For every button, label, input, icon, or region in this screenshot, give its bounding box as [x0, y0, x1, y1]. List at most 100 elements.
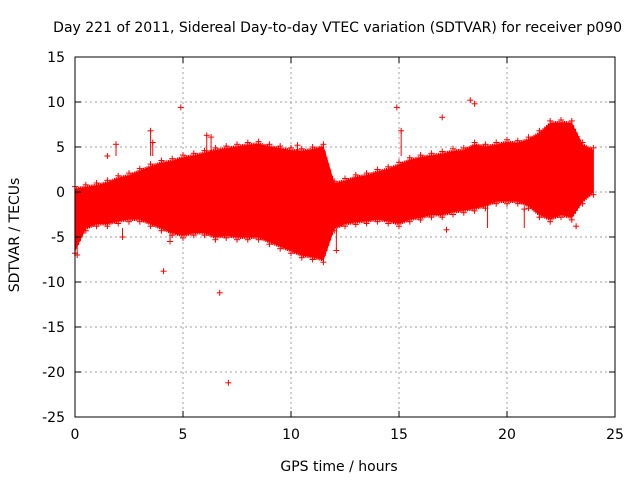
lower-edge-point: [352, 221, 359, 228]
lower-edge-point: [385, 220, 392, 227]
lower-edge-point: [547, 218, 554, 225]
y-tick-label: -15: [42, 320, 65, 336]
plot-frame: [74, 56, 616, 418]
outlier-point: [471, 100, 478, 107]
upper-edge-point: [331, 178, 338, 185]
upper-edge-point: [579, 139, 586, 146]
lower-edge-point: [525, 205, 532, 212]
lower-edge-point: [126, 218, 132, 225]
y-tick-label: 5: [56, 140, 65, 156]
outlier-point: [467, 97, 474, 104]
lower-edge-point: [471, 207, 478, 214]
grid: [75, 57, 615, 417]
lower-edge-point: [428, 214, 435, 221]
upper-edge-point: [288, 144, 294, 151]
upper-edge-point: [514, 137, 521, 144]
upper-edge-point: [320, 141, 327, 148]
lower-edge-point: [558, 214, 564, 221]
x-tick-label: 5: [179, 427, 188, 443]
lower-edge-point: [309, 256, 316, 263]
upper-edge-point: [158, 157, 165, 164]
y-tick-label: -20: [42, 365, 65, 381]
lower-edge-point: [158, 227, 165, 234]
upper-edge-point: [385, 163, 392, 170]
y-tick-label: 15: [47, 50, 65, 66]
upper-edge-point: [460, 144, 467, 151]
outlier-point: [216, 289, 223, 296]
lower-edge-point: [190, 232, 197, 239]
upper-edge-point: [547, 117, 554, 124]
upper-edge-point: [212, 144, 219, 151]
lower-edge-point: [590, 191, 597, 198]
x-tick-label: 25: [606, 427, 624, 443]
x-tick-label: 15: [390, 427, 408, 443]
lower-edge-point: [450, 211, 456, 218]
upper-edge-point: [417, 152, 424, 159]
outlier-point: [104, 153, 111, 159]
x-tick-label: 10: [282, 427, 300, 443]
upper-edge-point: [244, 139, 251, 146]
lower-edge-point: [201, 232, 208, 239]
lower-edge-point: [439, 214, 446, 221]
chart-title: Day 221 of 2011, Sidereal Day-to-day VTE…: [53, 20, 622, 36]
lower-edge-point: [223, 234, 230, 241]
x-tick-label: 0: [71, 427, 80, 443]
lower-edge-point: [363, 220, 370, 227]
outlier-point: [439, 114, 446, 121]
upper-edge-point: [255, 138, 262, 145]
lower-edge-point: [244, 236, 251, 243]
upper-edge-point: [277, 143, 284, 150]
lower-edge-point: [255, 236, 262, 243]
upper-edge-point: [536, 127, 543, 134]
lower-edge-point: [104, 223, 111, 230]
upper-edge-point: [450, 145, 456, 152]
lower-edge-point: [417, 216, 424, 223]
lower-edge-point: [396, 223, 402, 230]
lower-edge-point: [460, 209, 467, 216]
lower-edge-point: [115, 220, 122, 227]
upper-edge-point: [471, 139, 478, 146]
lower-edge-point: [288, 250, 294, 257]
lower-edge-point: [147, 223, 154, 230]
y-tick-label: 10: [47, 95, 65, 111]
upper-edge-point: [104, 177, 111, 184]
upper-edge-point: [439, 148, 446, 155]
data-band: [74, 120, 594, 262]
lower-edge-point: [320, 259, 327, 266]
upper-edge-point: [504, 136, 510, 143]
upper-edge-point: [374, 166, 381, 173]
lower-edge-point: [514, 200, 521, 207]
upper-edge-point: [180, 152, 186, 159]
upper-edge-point: [126, 170, 132, 177]
lower-edge-point: [234, 236, 240, 243]
x-axis-label: GPS time / hours: [280, 459, 397, 475]
data-points: [72, 97, 597, 386]
lower-edge-point: [136, 218, 143, 225]
lower-edge-point: [536, 214, 543, 221]
lower-edge-point: [579, 200, 586, 207]
lower-edge-point: [277, 245, 284, 252]
lower-edge-point: [180, 234, 186, 241]
y-tick-label: -25: [42, 410, 65, 426]
upper-edge-point: [93, 180, 100, 186]
outlier-point: [160, 268, 167, 275]
upper-edge-point: [363, 170, 370, 177]
outlier-point: [225, 379, 232, 386]
axis-ticks: 0 5 10 15 20 25 15 10 5 0 -5 -10 -15 -20 -25: [42, 50, 624, 443]
upper-edge-point: [266, 141, 273, 148]
y-axis-label: SDTVAR / TECUs: [7, 178, 23, 293]
lower-edge-point: [406, 218, 413, 225]
upper-edge-point: [590, 144, 597, 151]
lower-edge-point: [504, 200, 510, 207]
upper-edge-point: [568, 117, 575, 124]
x-tick-label: 20: [498, 427, 516, 443]
upper-edge-point: [558, 117, 564, 123]
upper-edge-point: [309, 144, 316, 150]
upper-edge-point: [525, 134, 532, 141]
lower-edge-point: [82, 227, 89, 234]
upper-edge-point: [298, 145, 305, 152]
upper-edge-point: [136, 165, 143, 172]
lower-edge-point: [298, 254, 305, 261]
upper-edge-point: [493, 139, 500, 146]
